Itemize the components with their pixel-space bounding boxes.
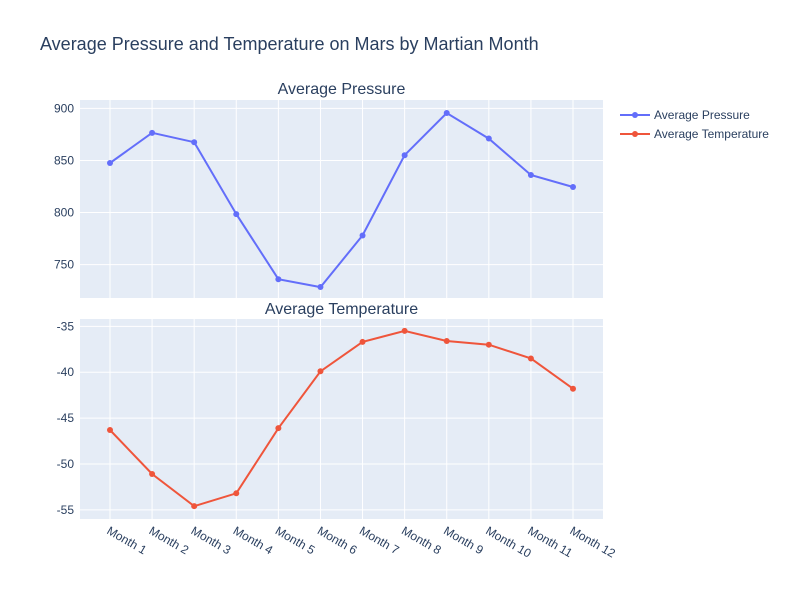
data-point [485, 135, 492, 142]
data-point [107, 160, 113, 167]
legend-label: Average Temperature [654, 127, 769, 141]
x-tick-label: Month 4 [231, 523, 276, 557]
data-point [401, 152, 408, 159]
data-point [443, 110, 450, 117]
subplot-1: 750 800 850 900 Average Pressure [54, 81, 603, 298]
y-tick-label: 900 [54, 101, 74, 115]
series-line [109, 111, 574, 289]
x-tick-label: Month 10 [483, 523, 534, 560]
legend-marker-swatch [632, 131, 638, 137]
data-point [527, 172, 534, 179]
subplot-title: Average Pressure [278, 81, 406, 98]
subplot-title: Average Temperature [265, 301, 418, 318]
plot-area-background [80, 100, 603, 298]
legend-label: Average Pressure [654, 108, 750, 122]
x-tick-label: Month 7 [357, 523, 402, 557]
x-tick-label: Month 1 [105, 523, 150, 557]
data-point [485, 341, 492, 348]
legend-item: Average Temperature [620, 127, 769, 141]
y-tick-label: -50 [57, 457, 75, 471]
x-tick-label: Month 2 [147, 523, 192, 557]
data-point [317, 368, 324, 375]
data-point [359, 232, 366, 239]
chart-title: Average Pressure and Temperature on Mars… [40, 34, 539, 54]
y-tick-label: 800 [54, 206, 74, 220]
x-tick-label: Month 12 [568, 523, 619, 560]
data-point [275, 276, 282, 283]
plot-area-background [80, 319, 603, 519]
subplot-2: -55 -50 -45 -40 -35 Average Temperature [57, 301, 603, 519]
data-point [570, 184, 576, 191]
data-point [359, 338, 366, 345]
data-point [149, 471, 156, 478]
data-point [191, 503, 198, 510]
legend: Average Pressure Average Temperature [620, 108, 769, 141]
legend-item: Average Pressure [620, 108, 750, 122]
x-tick-label: Month 8 [399, 523, 444, 557]
data-point [401, 327, 408, 334]
x-tick-label: Month 3 [189, 523, 234, 557]
plots-layer: 750 800 850 900 Average Pressure -55 -50 -45 -40… [54, 81, 618, 561]
y-tick-label: -40 [57, 365, 75, 379]
x-tick-label: Month 6 [315, 523, 360, 557]
series-line [109, 329, 574, 508]
x-tick-label: Month 11 [525, 523, 575, 560]
data-point [191, 139, 198, 146]
x-tick-label: Month 5 [273, 523, 318, 557]
y-tick-label: -55 [57, 503, 75, 517]
y-tick-label: 750 [54, 258, 74, 272]
data-point [570, 385, 576, 392]
y-tick-label: -35 [57, 319, 75, 333]
y-tick-label: 850 [54, 153, 74, 167]
data-point [317, 284, 324, 291]
data-point [233, 211, 240, 218]
data-point [233, 490, 240, 497]
x-tick-label: Month 9 [441, 523, 486, 557]
data-point [443, 338, 450, 345]
data-point [107, 427, 113, 434]
data-point [527, 355, 534, 362]
y-tick-label: -45 [57, 411, 75, 425]
data-point [149, 129, 156, 136]
data-point [275, 425, 282, 432]
legend-marker-swatch [632, 112, 638, 118]
